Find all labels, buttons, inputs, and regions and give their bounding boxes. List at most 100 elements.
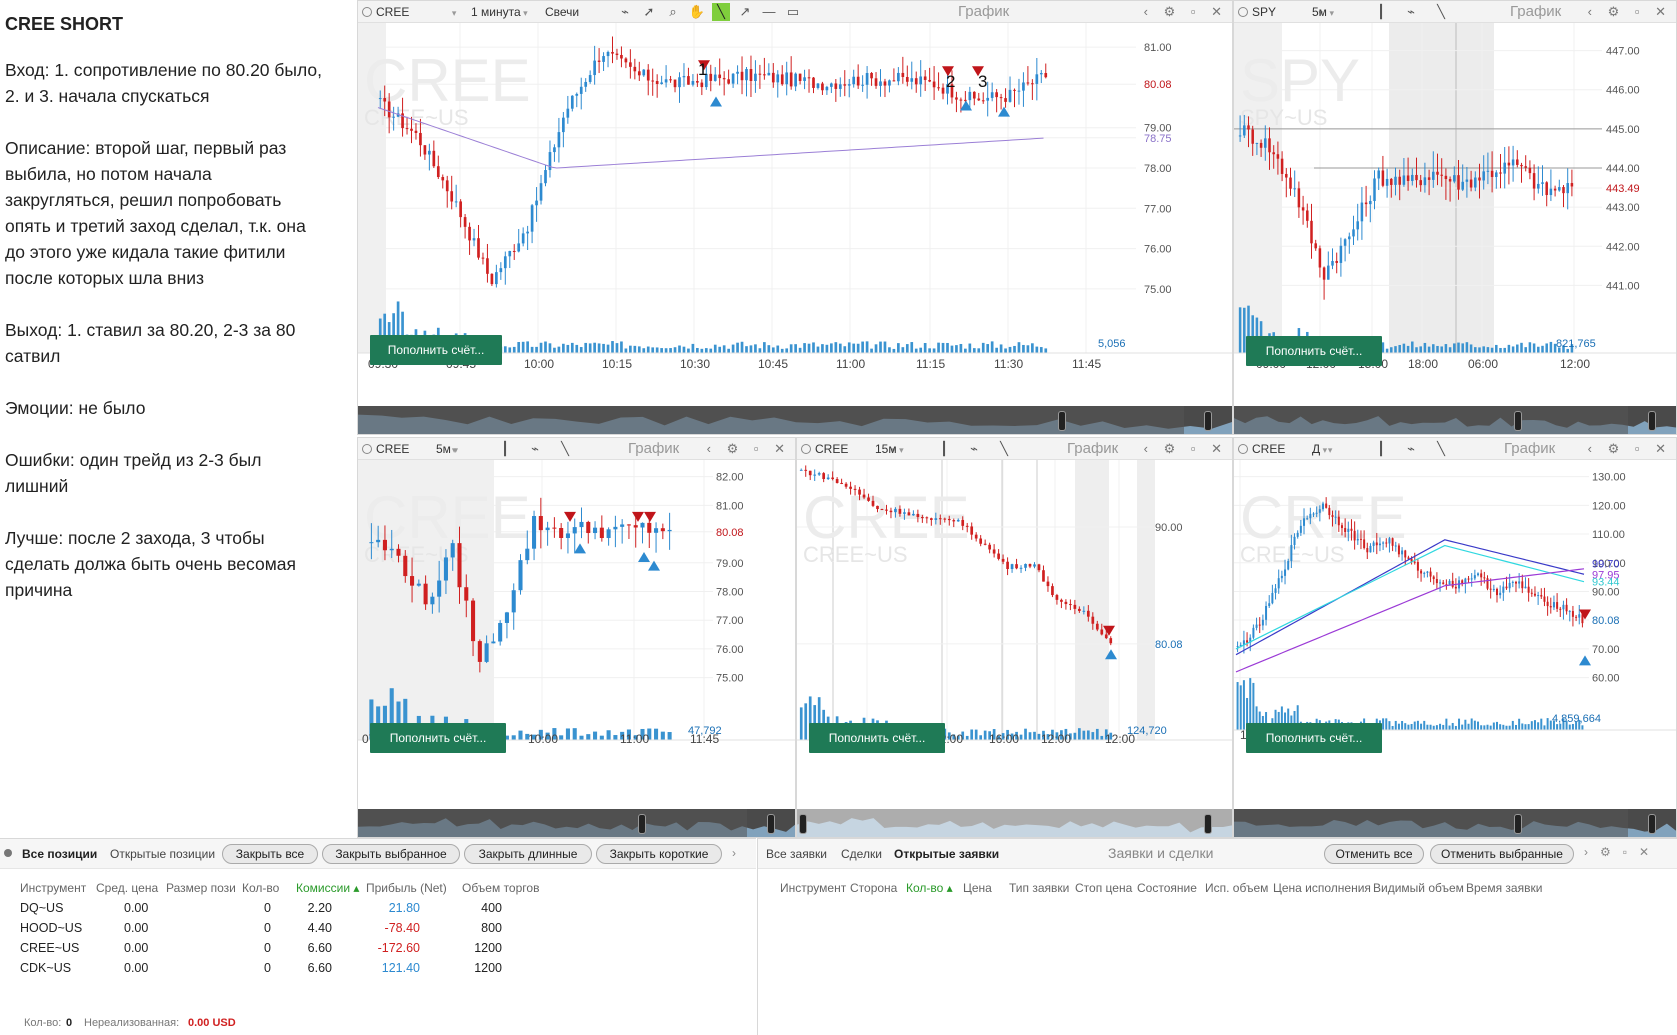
hand-icon[interactable]: ✋ bbox=[688, 4, 706, 19]
indicators-icon[interactable]: ⌁ bbox=[621, 4, 629, 19]
candles-icon[interactable]: ┃ bbox=[1377, 441, 1385, 456]
col-profit[interactable]: Прибыль (Net) bbox=[366, 881, 447, 895]
timeframe-selector[interactable]: 1 минута ▾ bbox=[471, 1, 551, 23]
scroll-handle-right[interactable] bbox=[767, 814, 775, 834]
tab-trades[interactable]: Сделки bbox=[841, 847, 882, 861]
symbol-selector[interactable]: SPY ▾ bbox=[1252, 1, 1342, 23]
indicators-icon[interactable]: ⌁ bbox=[531, 441, 539, 456]
symbol-selector[interactable]: CREE ▾ bbox=[376, 1, 466, 23]
trendline-icon[interactable]: ╲ bbox=[1437, 4, 1445, 19]
chart-panel-cree-15m[interactable]: CREE ▾ 15м ▾ ┃ ⌁ ╲ График ‹ ⚙ ▫ ✕ CREE CREE~US 90… bbox=[796, 437, 1233, 838]
window-controls[interactable]: ‹ ⚙ ▫ ✕ bbox=[1587, 4, 1672, 19]
deposit-button[interactable]: Пополнить счёт... bbox=[370, 723, 506, 753]
chart-scrollbar[interactable] bbox=[1234, 406, 1676, 434]
col-instrument[interactable]: Инструмент bbox=[780, 881, 847, 895]
hline-icon[interactable]: — bbox=[762, 4, 776, 19]
arrow-icon[interactable]: ↗ bbox=[739, 4, 751, 19]
candles-icon[interactable]: ┃ bbox=[501, 441, 509, 456]
col-position-size[interactable]: Размер пози bbox=[166, 881, 236, 895]
scroll-handle-right[interactable] bbox=[1648, 411, 1656, 431]
symbol-selector[interactable]: CREE ▾ bbox=[1252, 438, 1342, 460]
close-short-button[interactable]: Закрыть короткие bbox=[596, 844, 722, 864]
indicators-icon[interactable]: ⌁ bbox=[970, 441, 978, 456]
chart-scrollbar[interactable] bbox=[358, 406, 1232, 434]
timeframe-selector[interactable]: 5м ▾ bbox=[1312, 1, 1392, 23]
col-volume[interactable]: Объем торгов bbox=[462, 881, 540, 895]
table-row[interactable]: CREE~US 0.00 0 6.60 -172.60 1200 bbox=[0, 941, 540, 959]
rectangle-icon[interactable]: ▭ bbox=[786, 4, 800, 19]
table-row[interactable]: HOOD~US 0.00 0 4.40 -78.40 800 bbox=[0, 921, 540, 939]
chart-link-icon[interactable] bbox=[801, 444, 811, 454]
chevron-right-icon[interactable]: › bbox=[732, 846, 736, 860]
cancel-selected-button[interactable]: Отменить выбранные bbox=[1430, 844, 1574, 864]
chart-panel-cree-5m[interactable]: CREE ▾ 5м ▾ ┃ ⌁ ╲ График ‹ ⚙ ▫ ✕ CREE CREE~US 82.… bbox=[357, 437, 796, 838]
tab-open-positions[interactable]: Открытые позиции bbox=[110, 847, 216, 861]
deposit-button[interactable]: Пополнить счёт... bbox=[1246, 723, 1382, 753]
cursor-icon[interactable]: ➚ bbox=[643, 4, 655, 19]
scroll-handle-right[interactable] bbox=[1204, 411, 1212, 431]
col-order-time[interactable]: Время заявки bbox=[1466, 881, 1543, 895]
col-commission[interactable]: Комиссии ▴ bbox=[296, 881, 360, 895]
price-chart[interactable]: CREECREE~US130.00120.00110.00100.0090.00… bbox=[1234, 460, 1677, 838]
deposit-button[interactable]: Пополнить счёт... bbox=[370, 335, 502, 365]
zoom-icon[interactable]: ⌕ bbox=[669, 4, 677, 19]
candles-icon[interactable]: ┃ bbox=[1377, 4, 1385, 19]
scroll-handle-right[interactable] bbox=[1648, 814, 1656, 834]
symbol-selector[interactable]: CREE ▾ bbox=[815, 438, 905, 460]
tab-open-orders[interactable]: Открытые заявки bbox=[894, 847, 1000, 861]
deposit-button[interactable]: Пополнить счёт... bbox=[809, 723, 945, 753]
close-selected-button[interactable]: Закрыть выбранное bbox=[322, 844, 460, 864]
timeframe-selector[interactable]: 15м ▾ bbox=[875, 438, 955, 460]
trendline-icon[interactable]: ╲ bbox=[561, 441, 569, 456]
chart-link-icon[interactable] bbox=[362, 7, 372, 17]
chart-type-selector[interactable]: Свечи bbox=[545, 5, 580, 19]
chart-link-icon[interactable] bbox=[362, 444, 372, 454]
scroll-handle-left[interactable] bbox=[638, 814, 646, 834]
close-all-button[interactable]: Закрыть все bbox=[222, 844, 318, 864]
trendline-icon[interactable]: ╲ bbox=[1437, 441, 1445, 456]
col-price[interactable]: Цена bbox=[963, 881, 992, 895]
tab-all-positions[interactable]: Все позиции bbox=[22, 847, 98, 861]
symbol-selector[interactable]: CREE ▾ bbox=[376, 438, 466, 460]
price-chart[interactable]: CREECREE~US90.0080.08124,72000:0012:0016… bbox=[797, 460, 1233, 838]
scroll-handle-right[interactable] bbox=[1204, 814, 1212, 834]
chart-scrollbar[interactable] bbox=[358, 809, 795, 837]
window-controls[interactable]: ‹ ⚙ ▫ ✕ bbox=[1587, 441, 1672, 456]
window-controls[interactable]: ‹ ⚙ ▫ ✕ bbox=[706, 441, 791, 456]
col-instrument[interactable]: Инструмент bbox=[20, 881, 87, 895]
scroll-handle-left[interactable] bbox=[1058, 411, 1066, 431]
scroll-handle-left[interactable] bbox=[1514, 814, 1522, 834]
candles-icon[interactable]: ┃ bbox=[940, 441, 948, 456]
tab-all-orders[interactable]: Все заявки bbox=[766, 847, 828, 861]
trendline-icon[interactable]: ╲ bbox=[712, 3, 730, 21]
chart-link-icon[interactable] bbox=[1238, 444, 1248, 454]
col-qty[interactable]: Кол-во ▴ bbox=[906, 881, 953, 895]
col-side[interactable]: Сторона bbox=[850, 881, 898, 895]
col-order-type[interactable]: Тип заявки bbox=[1009, 881, 1070, 895]
chart-link-icon[interactable] bbox=[1238, 7, 1248, 17]
table-row[interactable]: CDK~US 0.00 0 6.60 121.40 1200 bbox=[0, 961, 540, 979]
col-status[interactable]: Состояние bbox=[1137, 881, 1197, 895]
col-qty[interactable]: Кол-во bbox=[242, 881, 280, 895]
orders-controls[interactable]: ›⚙▫✕ bbox=[1584, 845, 1662, 859]
col-avg-price[interactable]: Сред. цена bbox=[96, 881, 159, 895]
col-visible-volume[interactable]: Видимый объем bbox=[1373, 881, 1464, 895]
col-fill-price[interactable]: Цена исполнения bbox=[1273, 881, 1371, 895]
window-controls[interactable]: ‹ ⚙ ▫ ✕ bbox=[1143, 4, 1228, 19]
chart-scrollbar[interactable] bbox=[797, 809, 1232, 837]
chart-panel-spy-5m[interactable]: SPY ▾ 5м ▾ ┃ ⌁ ╲ График ‹ ⚙ ▫ ✕ SPY SPY~US 447.00… bbox=[1233, 0, 1677, 435]
timeframe-selector[interactable]: Д ▾ bbox=[1312, 438, 1392, 460]
col-stop-price[interactable]: Стоп цена bbox=[1075, 881, 1133, 895]
table-row[interactable]: DQ~US 0.00 0 2.20 21.80 400 bbox=[0, 901, 540, 919]
price-chart[interactable]: CREECREE~US82.0081.0080.0879.0078.0077.0… bbox=[358, 460, 796, 838]
col-filled-volume[interactable]: Исп. объем bbox=[1205, 881, 1269, 895]
trendline-icon[interactable]: ╲ bbox=[1000, 441, 1008, 456]
deposit-button[interactable]: Пополнить счёт... bbox=[1246, 336, 1382, 366]
window-controls[interactable]: ‹ ⚙ ▫ ✕ bbox=[1143, 441, 1228, 456]
chart-panel-cree-1m[interactable]: CREE ▾ 1 минута ▾ Свечи ⌁ ➚ ⌕ ✋ ╲ ↗ — ▭ График ‹ ⚙ ▫… bbox=[357, 0, 1233, 435]
close-long-button[interactable]: Закрыть длинные bbox=[464, 844, 592, 864]
cancel-all-button[interactable]: Отменить все bbox=[1324, 844, 1424, 864]
indicators-icon[interactable]: ⌁ bbox=[1407, 4, 1415, 19]
